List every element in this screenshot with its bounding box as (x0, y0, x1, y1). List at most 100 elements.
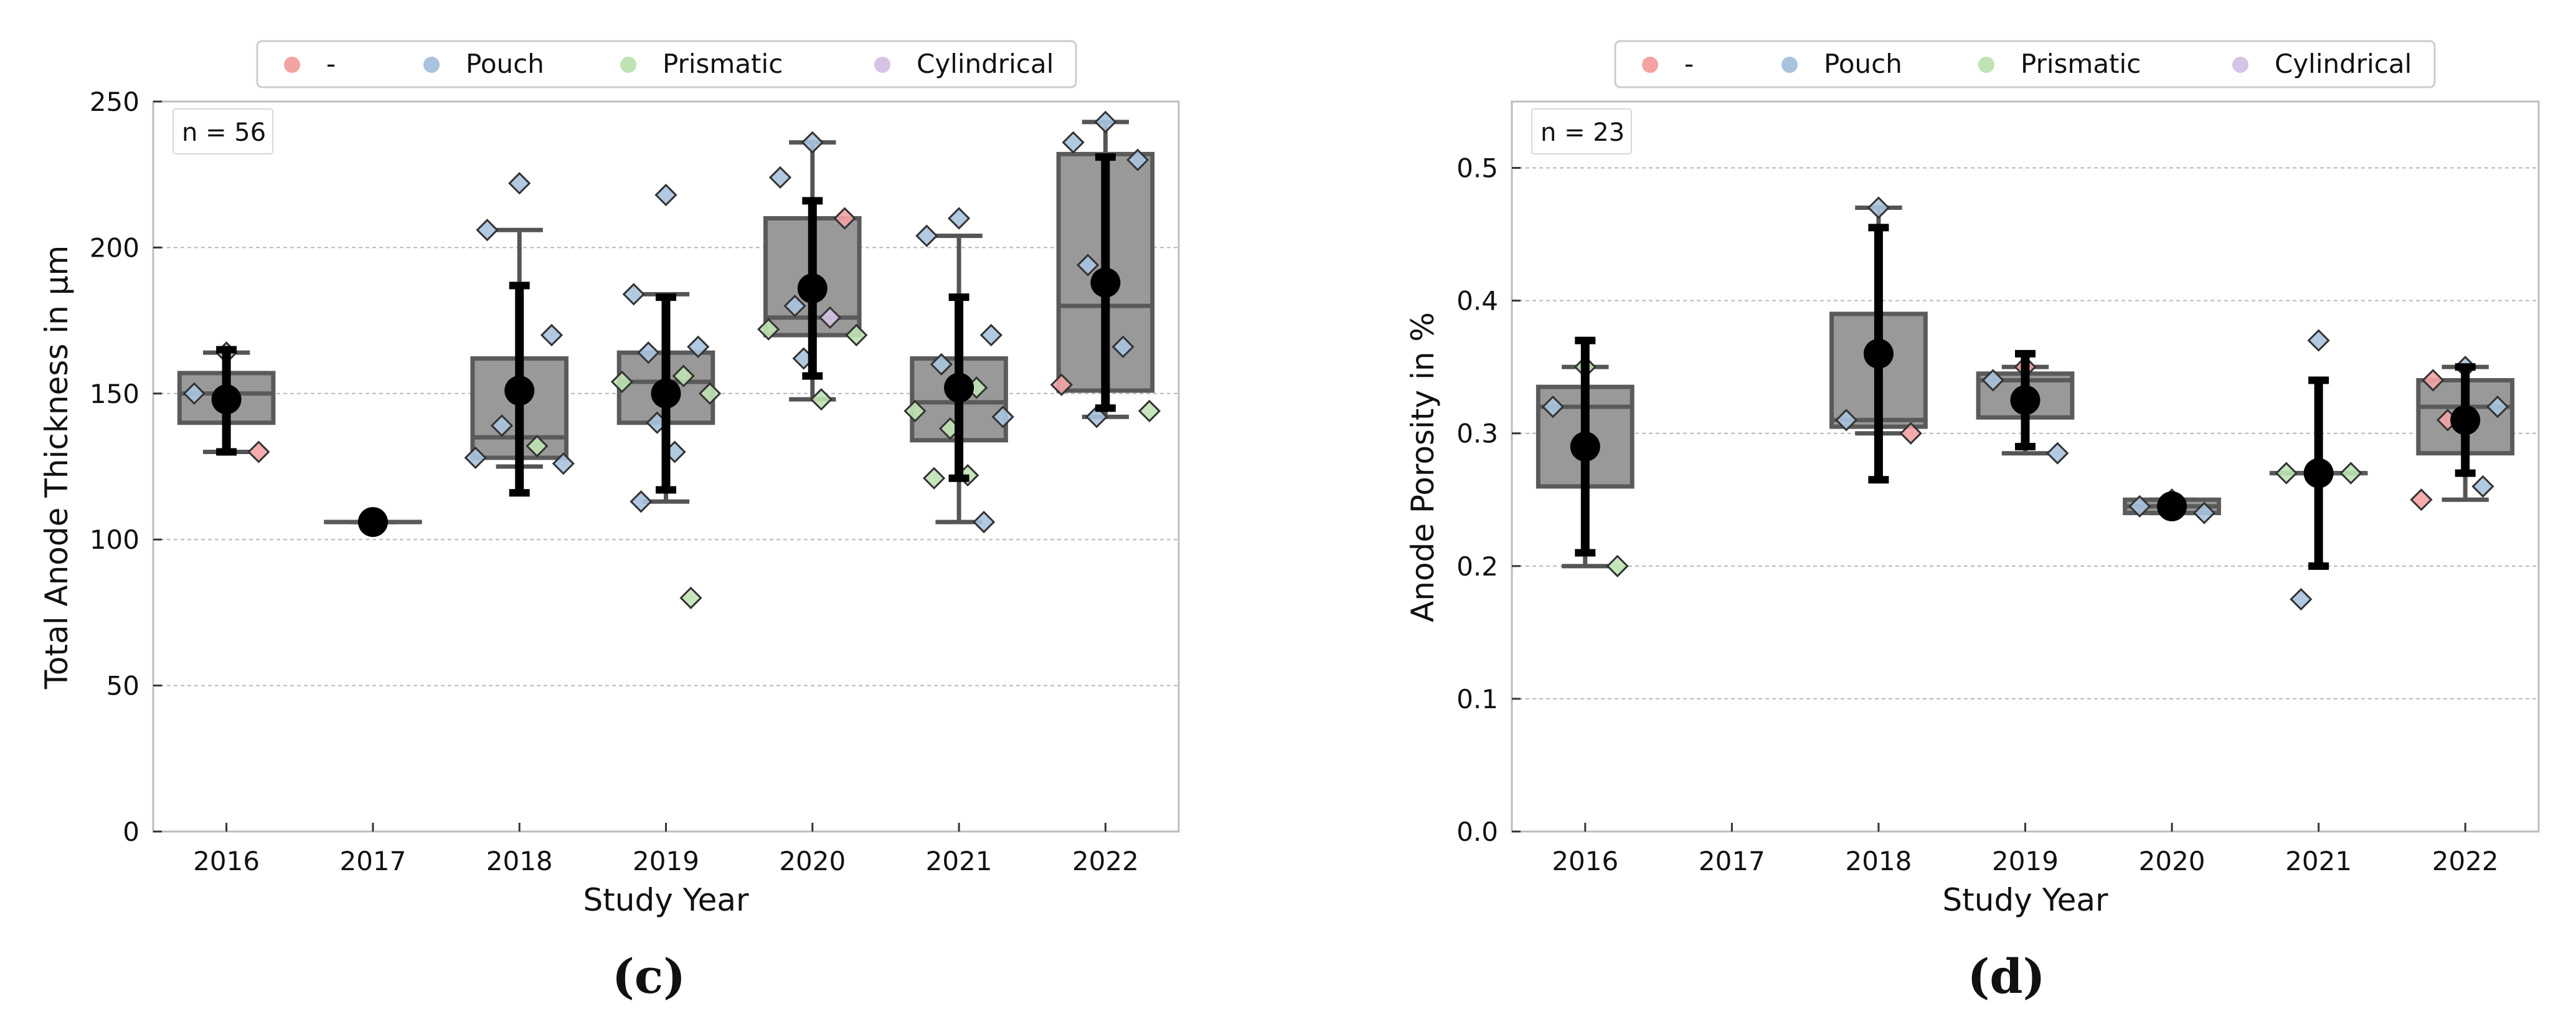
data-point (833, 207, 856, 230)
data-point (1077, 254, 1100, 277)
mean-marker (211, 384, 242, 415)
legend-swatch (1781, 57, 1798, 73)
data-point (991, 405, 1014, 429)
data-point (903, 399, 927, 423)
plot-area (1511, 100, 2540, 833)
data-point (508, 172, 531, 195)
data-point (2192, 501, 2216, 524)
y-axis-label: Total Anode Thickness in µm (39, 245, 75, 690)
data-point (1094, 110, 1117, 133)
data-point (768, 166, 792, 189)
legend-label: Prismatic (663, 49, 783, 79)
legend-swatch (1642, 57, 1658, 73)
y-tick-label: 250 (90, 87, 139, 117)
y-tick-label: 0.1 (1456, 684, 1498, 714)
data-point (687, 335, 710, 358)
legend-box (256, 40, 1077, 88)
y-tick-label: 0.4 (1456, 286, 1498, 316)
data-point (922, 467, 946, 490)
x-tick-label: 2021 (2285, 846, 2352, 876)
data-point (1981, 369, 2004, 392)
data-point (2128, 495, 2151, 518)
data-point (801, 131, 824, 154)
mean-marker (504, 376, 535, 406)
data-point (2290, 587, 2313, 611)
data-point (2471, 475, 2494, 498)
mean-marker (1570, 432, 1600, 462)
legend-swatch (423, 57, 440, 73)
legend-swatch (874, 57, 890, 73)
x-tick-label: 2019 (633, 846, 699, 876)
data-point (1050, 373, 1073, 396)
data-point (1062, 131, 1085, 154)
data-point (818, 306, 842, 329)
y-tick-label: 0 (123, 817, 139, 847)
x-tick-label: 2020 (779, 846, 846, 876)
data-point (1085, 405, 1108, 429)
legend-swatch (1978, 57, 1994, 73)
n-label: n = 23 (1540, 118, 1625, 147)
data-point (654, 183, 677, 207)
data-point (490, 414, 514, 437)
legend-label: Cylindrical (2275, 49, 2412, 79)
n-label-box (172, 108, 273, 154)
x-tick-label: 2020 (2139, 846, 2206, 876)
legend-label: Cylindrical (917, 49, 1054, 79)
data-point (476, 219, 499, 242)
data-point (622, 283, 645, 306)
x-tick-label: 2016 (1552, 846, 1618, 876)
mean-marker (2010, 385, 2041, 415)
data-point (698, 382, 722, 405)
data-point (630, 490, 653, 513)
data-point (1541, 395, 1565, 419)
data-point (2422, 369, 2445, 392)
data-point (1899, 422, 1922, 445)
data-point (1138, 399, 1161, 423)
data-point (1111, 335, 1135, 358)
chart-panel-d: 0.0 0.1 0.2 0.3 0.4 0.5 2016 2017 2018 2019 2020 20… (1405, 40, 2540, 1004)
data-point (637, 341, 660, 364)
data-point (2410, 488, 2433, 511)
n-label-box (1531, 108, 1632, 154)
x-tick-label: 2018 (486, 846, 553, 876)
x-tick-label: 2016 (193, 846, 260, 876)
x-tick-label: 2021 (926, 846, 993, 876)
data-point (2046, 442, 2069, 465)
mean-marker (1863, 338, 1894, 369)
mean-marker (651, 378, 681, 409)
legend-label: Pouch (466, 49, 544, 79)
data-point (1834, 409, 1858, 432)
data-point (464, 446, 487, 470)
mean-marker (2157, 491, 2187, 521)
data-point (972, 510, 996, 534)
data-point (783, 295, 806, 318)
mean-marker (2303, 458, 2334, 488)
mean-marker (1090, 267, 1121, 298)
y-tick-label: 0.5 (1456, 153, 1498, 184)
data-point (947, 207, 971, 230)
data-point (757, 318, 780, 341)
data-point (2275, 462, 2298, 485)
data-point (2307, 329, 2330, 352)
mean-marker (944, 372, 974, 403)
data-point (979, 323, 1003, 347)
x-tick-label: 2017 (1699, 846, 1765, 876)
y-tick-label: 100 (90, 524, 139, 555)
mean-marker (357, 507, 388, 538)
chart-panel-c: 0 50 100 150 200 250 2016 2017 2018 2019 2020 2021 2… (39, 40, 1180, 1004)
x-tick-label: 2017 (339, 846, 406, 876)
data-point (540, 323, 564, 347)
data-point (247, 440, 270, 463)
y-tick-label: 150 (90, 379, 139, 409)
legend-swatch (284, 57, 300, 73)
data-point (1606, 554, 1629, 577)
y-tick-label: 200 (90, 232, 139, 263)
data-point (672, 364, 695, 387)
data-point (610, 370, 634, 394)
x-tick-label: 2022 (1072, 846, 1139, 876)
legend-label: Prismatic (2021, 49, 2141, 79)
data-point (1126, 148, 1149, 171)
legend-box (1614, 40, 2436, 88)
y-tick-label: 0.2 (1456, 551, 1498, 582)
